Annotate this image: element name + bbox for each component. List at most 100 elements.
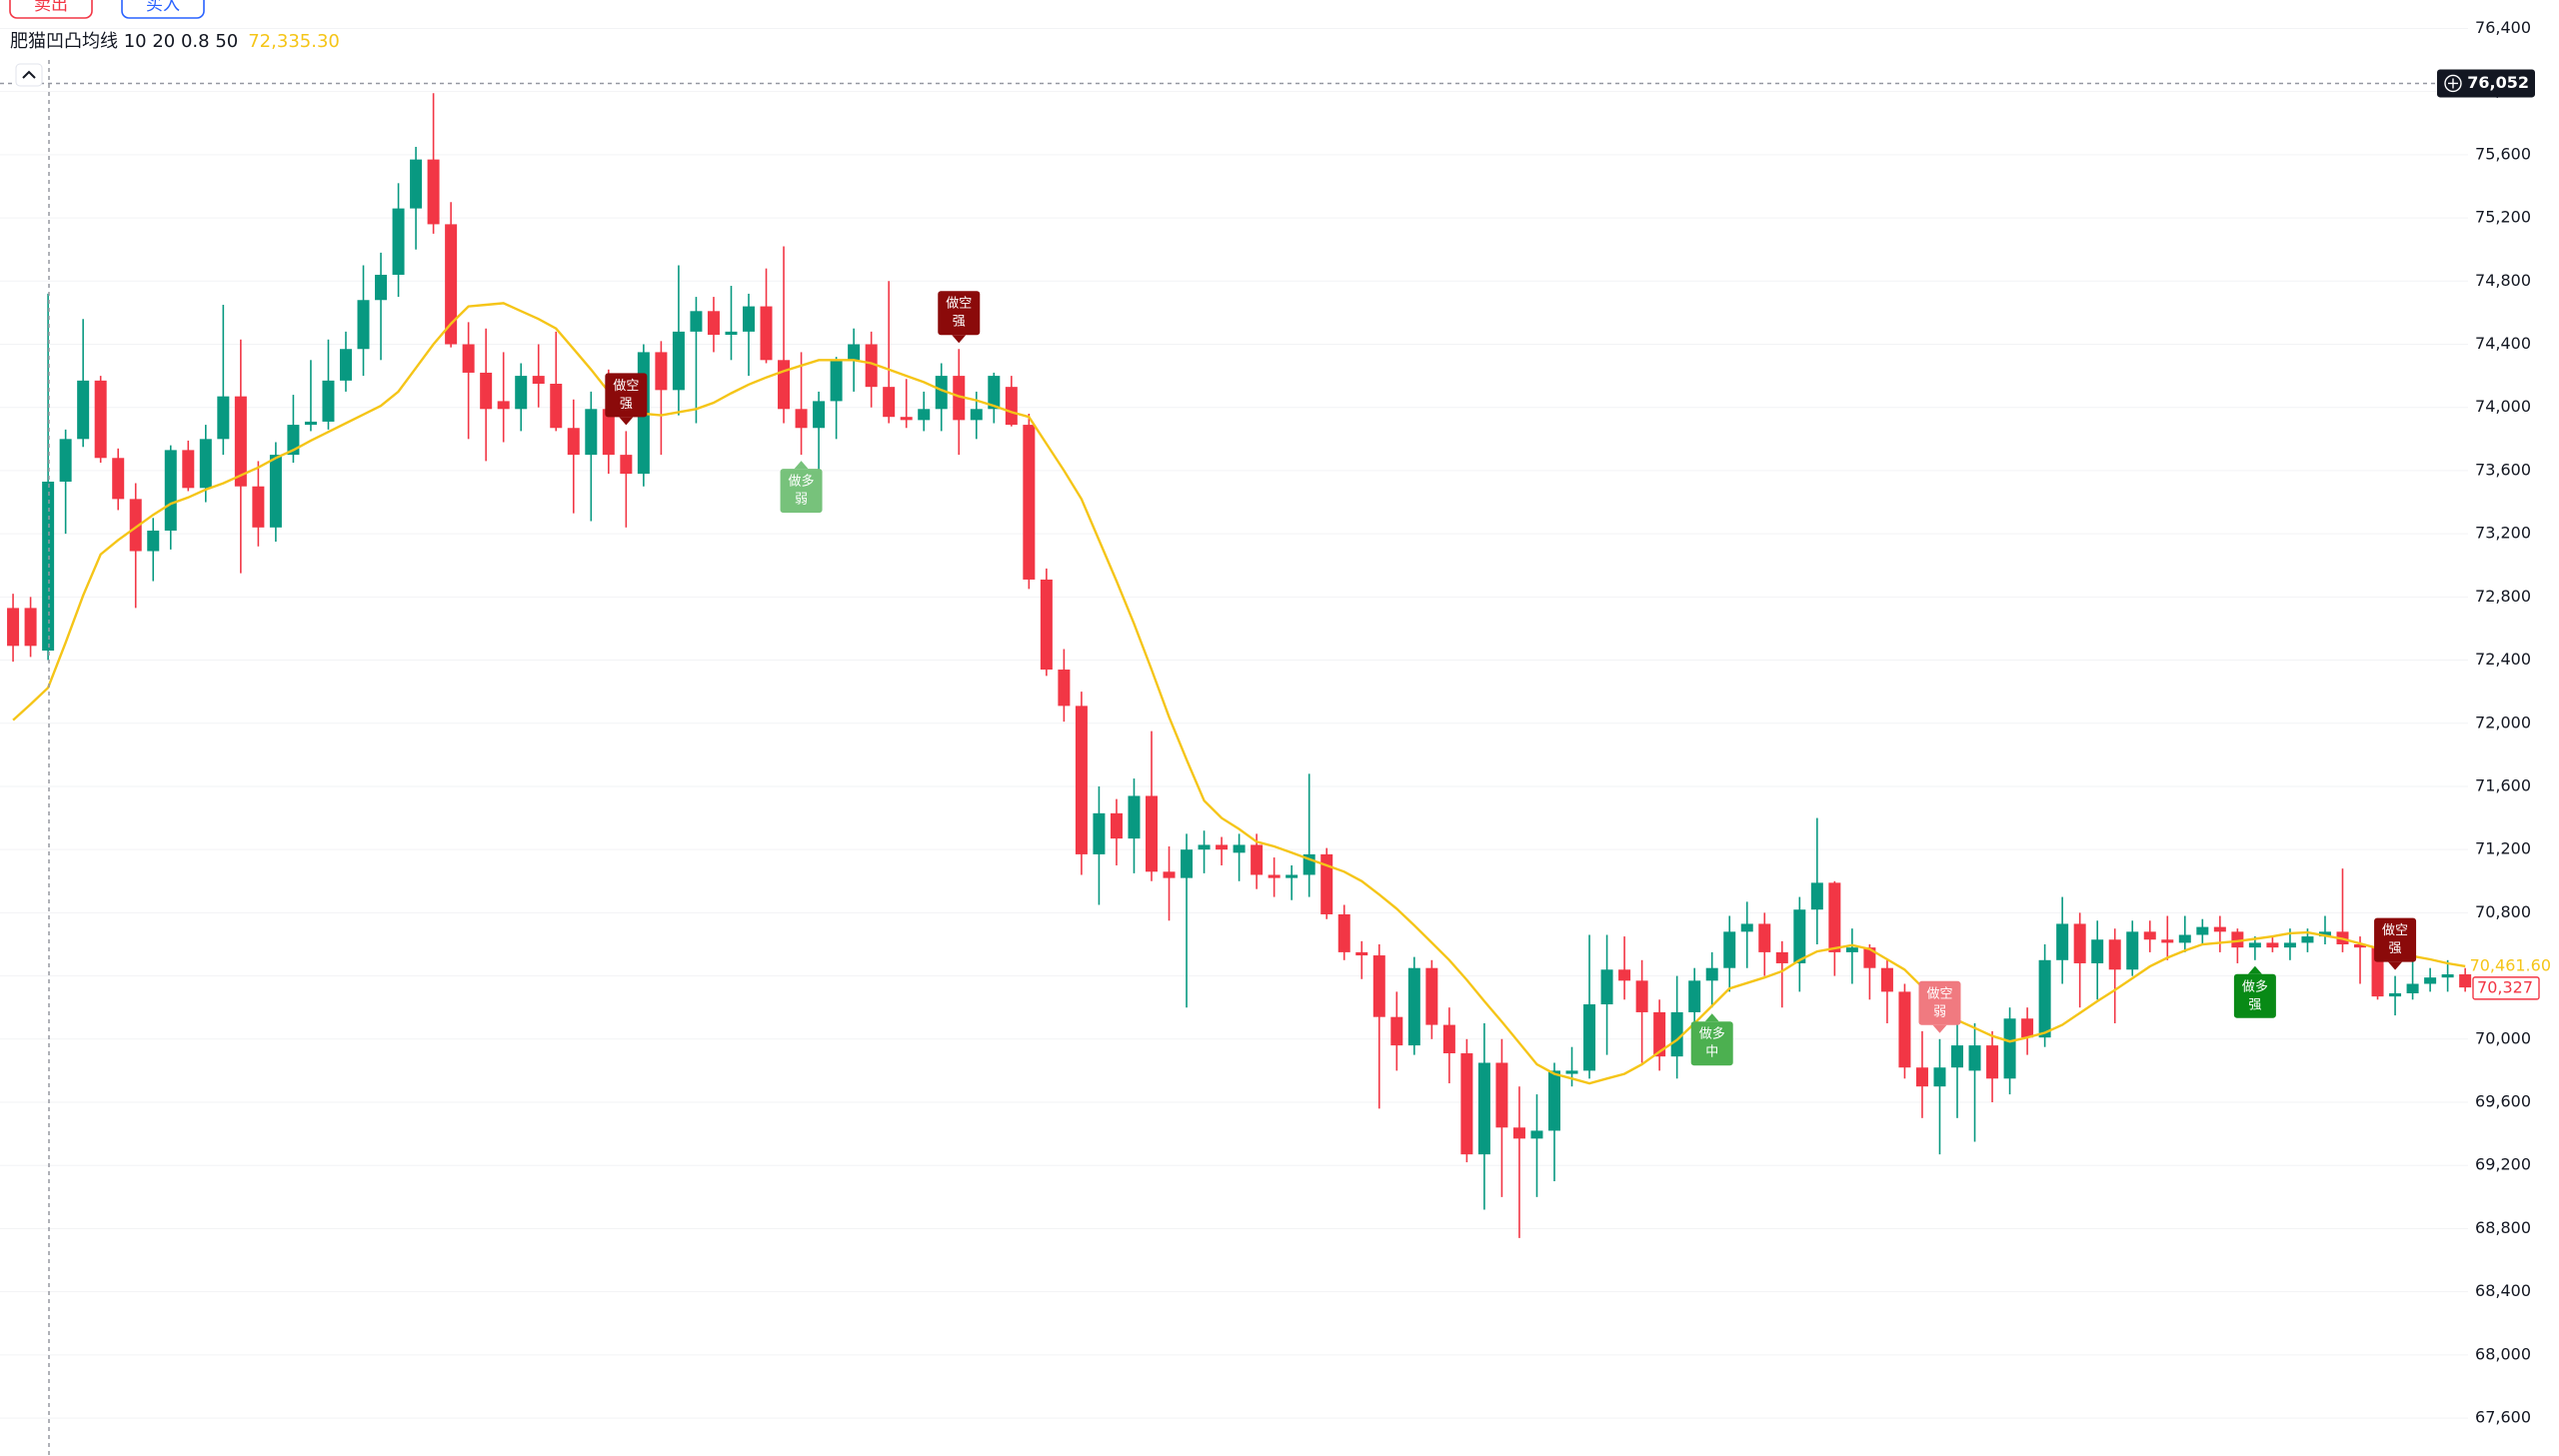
y-tick-label: 68,800 xyxy=(2475,1218,2531,1237)
candle-body xyxy=(1810,882,1823,910)
candle-body xyxy=(2248,942,2261,948)
signal-box xyxy=(780,469,823,514)
candle-body xyxy=(24,608,37,647)
signal-side: 做多 xyxy=(789,474,815,490)
candle-body xyxy=(953,376,966,421)
signal-strength: 强 xyxy=(953,315,966,330)
candle-body xyxy=(1145,795,1158,872)
crosshair-label: 76,052 xyxy=(2467,73,2529,92)
candle-body xyxy=(620,455,633,475)
signal-box xyxy=(2233,973,2276,1018)
candle-body xyxy=(129,499,142,552)
candle-body xyxy=(392,208,405,275)
candle-body xyxy=(462,344,475,373)
signal-side: 做空 xyxy=(2382,923,2408,938)
overlay: 卖出 买入 肥猫凹凸均线 10 20 0.8 50 72,335.30 xyxy=(0,0,2439,1456)
candle-body xyxy=(1058,670,1071,707)
candle-body xyxy=(813,401,826,429)
y-tick-label: 74,400 xyxy=(2475,334,2531,353)
candle-body xyxy=(970,409,983,421)
signal-side: 做多 xyxy=(2242,978,2268,994)
candle-body xyxy=(830,360,843,402)
y-tick-label: 73,200 xyxy=(2475,524,2531,543)
candle-body xyxy=(935,376,948,410)
candle-body xyxy=(918,409,931,421)
candle-body xyxy=(1477,1062,1490,1155)
sell-button-label[interactable]: 卖出 xyxy=(34,0,68,15)
candle-body xyxy=(532,376,545,385)
collapse-icon[interactable] xyxy=(22,70,36,79)
candle-body xyxy=(1285,874,1298,878)
candle-body xyxy=(42,481,55,652)
candle-body xyxy=(1355,951,1368,956)
candle-body xyxy=(1653,1011,1666,1057)
candle-body xyxy=(2354,943,2367,948)
collapse-button[interactable] xyxy=(15,63,43,87)
candle-body xyxy=(427,159,440,225)
candle-body xyxy=(164,450,177,531)
candle-body xyxy=(2021,1018,2034,1038)
candle-body xyxy=(1075,706,1088,854)
buy-button[interactable] xyxy=(121,0,205,19)
candle-body xyxy=(1425,967,1438,1025)
candle-body xyxy=(602,409,615,456)
sell-button[interactable] xyxy=(9,0,93,19)
candle-body xyxy=(269,455,282,528)
candle-body xyxy=(182,450,195,489)
candle-body xyxy=(2406,983,2419,993)
candle-body xyxy=(1251,844,1264,875)
candle-body xyxy=(94,380,107,459)
candle-body xyxy=(357,300,370,350)
candle-body xyxy=(2178,934,2191,943)
candle-body xyxy=(410,159,423,209)
signal-pointer xyxy=(1932,1024,1947,1033)
candle-body xyxy=(1233,844,1246,853)
candle-body xyxy=(1986,1045,1999,1079)
y-tick-label: 72,000 xyxy=(2475,713,2531,731)
candle-body xyxy=(1040,579,1053,671)
signal-box xyxy=(605,373,648,418)
candle-body xyxy=(515,376,528,410)
signal-box xyxy=(1690,1021,1733,1066)
candle-body xyxy=(1600,969,1613,1005)
candle-body xyxy=(1495,1062,1508,1128)
signal-pointer xyxy=(2388,961,2403,970)
signal-pointer xyxy=(619,417,634,426)
candle-body xyxy=(1530,1130,1543,1139)
candle-body xyxy=(1723,931,1736,968)
candle-body xyxy=(1898,991,1911,1068)
candle-body xyxy=(1845,947,1858,952)
candle-body xyxy=(199,439,212,489)
y-tick-label: 72,400 xyxy=(2475,650,2531,669)
candle-body xyxy=(1548,1070,1561,1131)
candle-body xyxy=(1758,923,1771,952)
candle-body xyxy=(480,372,493,410)
candle-body xyxy=(2389,992,2402,997)
candle-body xyxy=(2213,926,2226,932)
y-tick-label: 68,000 xyxy=(2475,1344,2531,1363)
signal-box xyxy=(1918,980,1961,1025)
signal-side: 做多 xyxy=(1699,1026,1725,1042)
crosshair-add-plus xyxy=(2448,78,2458,89)
buy-button-label[interactable]: 买入 xyxy=(146,0,180,15)
candle-body xyxy=(725,331,738,336)
indicator-name: 肥猫凹凸均线 10 20 0.8 50 xyxy=(10,31,238,52)
candle-body xyxy=(900,417,913,421)
y-tick-label: 70,000 xyxy=(2475,1028,2531,1047)
candle-body xyxy=(2003,1018,2016,1079)
candle-body xyxy=(339,349,352,381)
candle-body xyxy=(1128,795,1141,839)
signal-pointer xyxy=(952,335,967,344)
candle-body xyxy=(1407,967,1420,1046)
ma-last-label: 70,461.60 xyxy=(2470,955,2551,974)
candle-body xyxy=(778,360,791,410)
candle-body xyxy=(1793,909,1806,963)
y-tick-label: 72,800 xyxy=(2475,587,2531,606)
candle-body xyxy=(655,352,668,391)
candle-body xyxy=(567,428,580,456)
ma-last-bg xyxy=(2473,954,2557,977)
candle-body xyxy=(1163,871,1176,878)
signal-strength: 强 xyxy=(2389,941,2402,956)
candle-body xyxy=(1198,844,1211,850)
